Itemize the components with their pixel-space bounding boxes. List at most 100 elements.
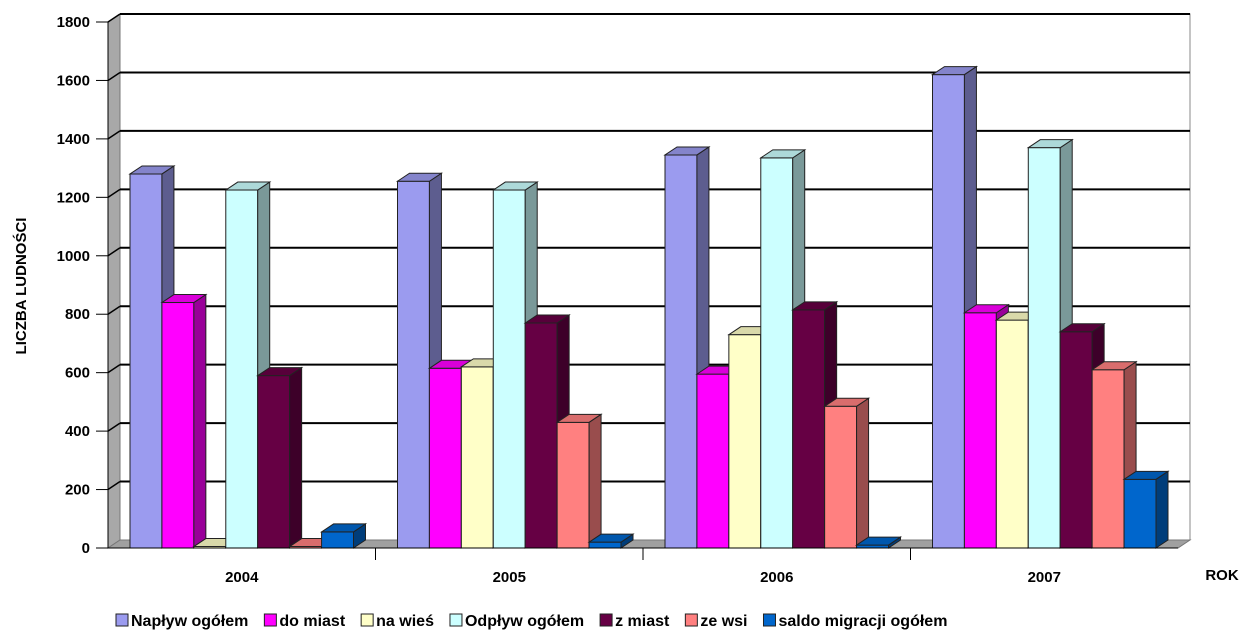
gridline-side: [107, 422, 121, 432]
gridline-side: [107, 480, 121, 491]
y-axis-label: LICZBA LUDNOŚCI: [12, 218, 30, 355]
series-3: [224, 138, 1074, 549]
bar-top: [1026, 139, 1074, 149]
gridline-side: [107, 305, 121, 315]
y-tick-label: 1400: [57, 131, 90, 148]
bar-top: [1058, 323, 1106, 333]
bar: [1123, 478, 1157, 549]
x-tick-label: 2004: [225, 569, 259, 586]
bar-top: [224, 181, 272, 191]
bar-top: [128, 165, 176, 175]
y-tick-label: 1200: [57, 189, 90, 206]
bar-top: [791, 301, 839, 311]
bar: [963, 312, 997, 549]
gridline-side: [107, 71, 121, 82]
bar: [225, 189, 259, 549]
gridline-side: [107, 13, 121, 23]
bar-top: [663, 146, 711, 156]
bar-top: [854, 536, 903, 546]
y-tick-label: 1600: [57, 72, 90, 89]
bar: [760, 157, 794, 549]
y-tick-label: 800: [65, 306, 90, 323]
bar: [792, 309, 826, 549]
bar: [524, 322, 558, 549]
legend-swatch: [360, 613, 374, 627]
y-tick-labels: 0 200 400 600 800 1000 1200 1400 1600 1800: [57, 14, 109, 557]
legend-swatch: [599, 613, 613, 627]
bar: [129, 173, 163, 549]
bar-top: [523, 314, 571, 324]
x-axis-label: ROK: [1205, 567, 1239, 584]
bar: [556, 421, 590, 549]
legend-label: ze wsi: [700, 613, 747, 630]
bar-side: [193, 293, 207, 549]
bar: [460, 366, 494, 549]
gridline-side: [107, 364, 121, 374]
bar-top: [160, 294, 208, 304]
side-wall: [107, 13, 121, 549]
series-0: [128, 65, 979, 549]
legend-label: do miast: [279, 613, 345, 630]
bar-top: [587, 533, 635, 543]
x-tick-labels: 2004 2005 2006 2007: [108, 547, 1178, 586]
bar-top: [759, 149, 807, 159]
bar: [321, 531, 355, 549]
y-tick-label: 0: [82, 540, 90, 557]
bar-side: [856, 397, 870, 549]
bar-top: [1090, 361, 1138, 371]
bar-side: [1155, 470, 1169, 549]
legend-swatch: [115, 613, 129, 627]
legend-swatch: [762, 613, 776, 627]
bar: [257, 375, 291, 549]
bar-top: [822, 397, 871, 407]
legend-label: na wieś: [376, 613, 434, 630]
y-tick-label: 1000: [57, 248, 90, 265]
legend-swatch: [684, 613, 698, 627]
bar: [664, 154, 698, 549]
bar-top: [256, 367, 304, 377]
bar: [428, 367, 462, 549]
bar: [161, 302, 195, 549]
bar-top: [491, 181, 539, 191]
bar: [1091, 369, 1125, 549]
legend-label: z miast: [615, 613, 670, 630]
x-tick-label: 2006: [760, 569, 793, 586]
legend-swatch: [449, 613, 463, 627]
y-tick-label: 600: [65, 365, 90, 382]
bar-top: [1122, 470, 1170, 480]
legend-label: saldo migracji ogółem: [778, 613, 947, 630]
gridline-side: [107, 130, 121, 140]
bar-side: [588, 413, 602, 549]
bar-top: [395, 172, 444, 182]
bars: [128, 65, 1170, 549]
y-tick-label: 200: [65, 482, 90, 499]
bar-top: [319, 523, 368, 533]
bar: [588, 541, 622, 549]
bar: [932, 74, 965, 549]
bar: [696, 373, 730, 549]
bar-top: [962, 304, 1011, 314]
gridline-side: [107, 247, 121, 257]
series-5: [287, 360, 1138, 549]
legend: Napływ ogółem do miast na wieś Odpływ ogółe…: [115, 613, 947, 630]
bar: [824, 405, 858, 549]
legend-swatch: [263, 613, 277, 627]
y-tick-label: 1800: [57, 14, 90, 31]
x-tick-label: 2007: [1028, 569, 1061, 586]
legend-label: Odpływ ogółem: [465, 613, 584, 630]
bar: [728, 334, 762, 549]
y-tick-label: 400: [65, 423, 90, 440]
bar: [995, 319, 1029, 549]
bar: [1059, 331, 1093, 549]
x-tick-label: 2005: [493, 569, 526, 586]
bar: [492, 189, 526, 549]
gridline-side: [107, 188, 121, 198]
bar: [397, 180, 430, 549]
bar-top: [555, 413, 603, 423]
bar: [1027, 147, 1061, 549]
bar-top: [930, 66, 979, 76]
bar-side: [289, 366, 303, 549]
legend-label: Napływ ogółem: [131, 613, 248, 630]
